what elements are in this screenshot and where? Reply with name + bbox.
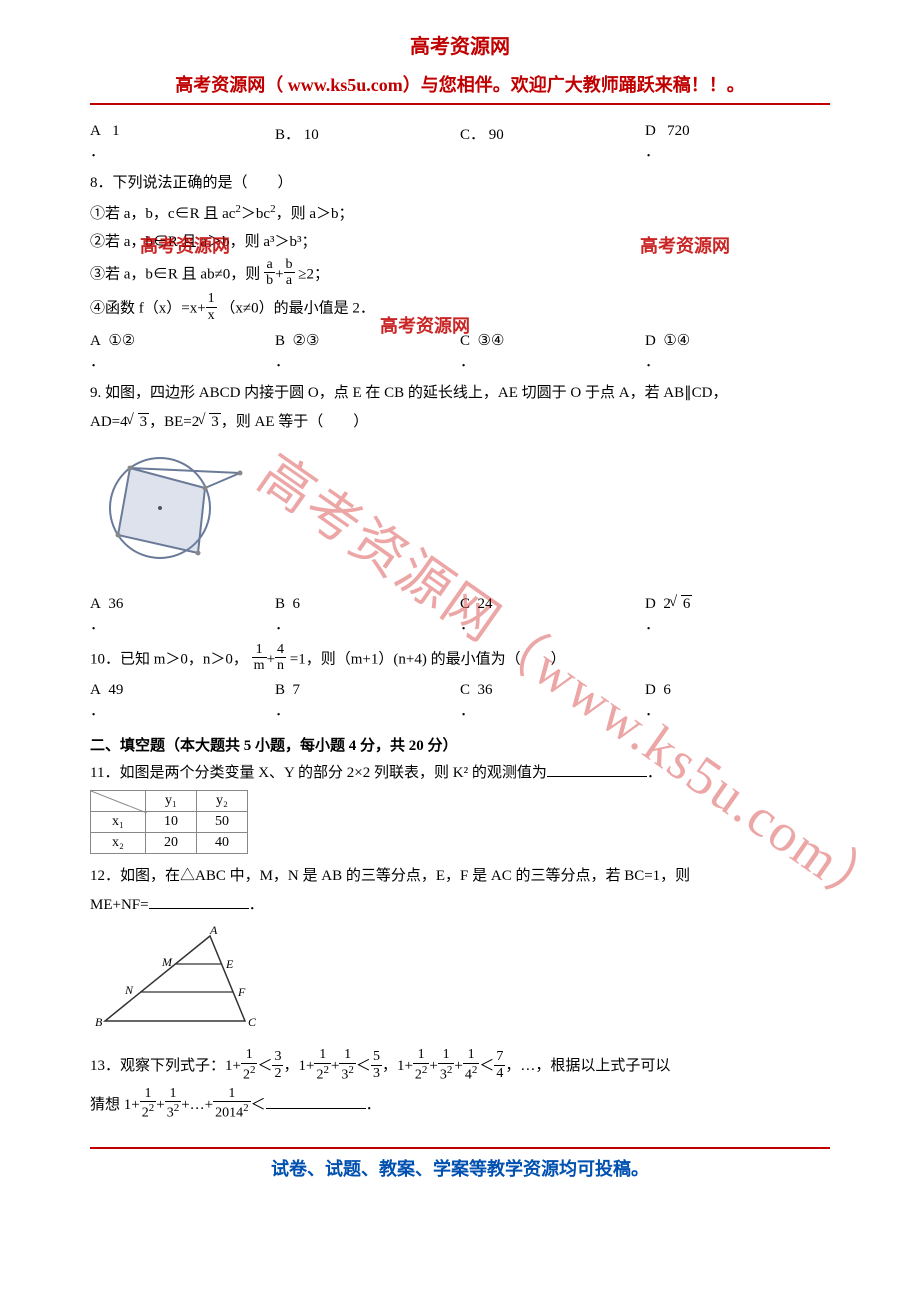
q12-diagram: A M E N F B C bbox=[90, 926, 830, 1041]
option-c: C ③④． bbox=[460, 331, 645, 371]
table-col-header: y₂ bbox=[197, 791, 248, 812]
q8-stem: 8．下列说法正确的是（ ） bbox=[90, 171, 830, 197]
page-header-title: 高考资源网 bbox=[90, 30, 830, 59]
table-cell: 10 bbox=[146, 812, 197, 833]
option-value: 720 bbox=[667, 123, 690, 139]
table-header-diag bbox=[91, 791, 146, 812]
q11-table: y₁ y₂ x₁ 10 50 x₂ 20 40 bbox=[90, 790, 248, 854]
svg-text:M: M bbox=[161, 955, 173, 969]
option-a: A ①②． bbox=[90, 331, 275, 371]
blank bbox=[547, 762, 647, 777]
q10-stem: 10．已知 m＞0，n＞0， 1m+4n =1，则（m+1）(n+4) 的最小值… bbox=[90, 644, 830, 676]
option-period: ． bbox=[90, 140, 275, 161]
option-c: C 36． bbox=[460, 682, 645, 720]
page-footer: 试卷、试题、教案、学案等教学资源均可投稿。 bbox=[90, 1147, 830, 1181]
svg-text:A: A bbox=[209, 926, 218, 937]
option-a: A 1 ． bbox=[90, 123, 275, 161]
fraction: 4n bbox=[275, 642, 286, 674]
option-value: 10 bbox=[304, 127, 319, 143]
table-cell: 40 bbox=[197, 833, 248, 854]
option-d: D ①④． bbox=[645, 331, 830, 371]
section-2-title: 二、填空题（本大题共 5 小题，每小题 4 分，共 20 分） bbox=[90, 734, 830, 755]
svg-text:F: F bbox=[237, 985, 246, 999]
table-col-header: y₁ bbox=[146, 791, 197, 812]
q12-stem-2: ME+NF=． bbox=[90, 893, 830, 919]
option-label: C． bbox=[460, 127, 485, 143]
q8-statement-4: ④函数 f（x）=x+1x （x≠0）的最小值是 2． bbox=[90, 293, 830, 325]
option-d: D 26． bbox=[645, 596, 830, 634]
option-b: B 6． bbox=[275, 596, 460, 634]
table-cell: 50 bbox=[197, 812, 248, 833]
option-value: 1 bbox=[112, 123, 120, 139]
sqrt: 3 bbox=[199, 410, 221, 436]
q13-stem: 13．观察下列式子：1+122＜32，1+122+132＜53，1+122+13… bbox=[90, 1049, 830, 1084]
q9-diagram bbox=[90, 443, 830, 588]
q12-stem: 12．如图，在△ABC 中，M，N 是 AB 的三等分点，E，F 是 AC 的三… bbox=[90, 864, 830, 890]
svg-text:C: C bbox=[248, 1015, 257, 1029]
option-value: 90 bbox=[489, 127, 504, 143]
sqrt: 3 bbox=[128, 410, 150, 436]
q9-stem-1: 9. 如图，四边形 ABCD 内接于圆 O，点 E 在 CB 的延长线上，AE … bbox=[90, 381, 830, 407]
option-a: A 49． bbox=[90, 682, 275, 720]
option-b: B ②③． bbox=[275, 331, 460, 371]
table-row-header: x₁ bbox=[91, 812, 146, 833]
option-label: D bbox=[645, 123, 656, 139]
option-a: A 36． bbox=[90, 596, 275, 634]
q7-options: A 1 ． B． 10 C． 90 D 720 ． bbox=[90, 123, 830, 161]
option-c: C 24． bbox=[460, 596, 645, 634]
q11-stem: 11．如图是两个分类变量 X、Y 的部分 2×2 列联表，则 K² 的观测值为． bbox=[90, 761, 830, 787]
page-header-subtitle: 高考资源网（ www.ks5u.com）与您相伴。欢迎广大教师踊跃来稿！！。 bbox=[90, 71, 830, 105]
fraction: 1m bbox=[252, 642, 267, 674]
table-row-header: x₂ bbox=[91, 833, 146, 854]
option-d: D 720 ． bbox=[645, 123, 830, 161]
svg-text:N: N bbox=[124, 983, 134, 997]
q8-options: A ①②． B ②③． C ③④． D ①④． bbox=[90, 331, 830, 371]
option-c: C． 90 bbox=[460, 123, 645, 161]
svg-text:E: E bbox=[225, 957, 234, 971]
q10-options: A 49． B 7． C 36． D 6． bbox=[90, 682, 830, 720]
q8-statement-2: ②若 a，b∈R 且 a＞b，则 a³＞b³； bbox=[90, 230, 830, 256]
option-period: ． bbox=[645, 140, 830, 161]
option-b: B 7． bbox=[275, 682, 460, 720]
fraction: ab bbox=[264, 257, 275, 289]
q9-stem-2: AD=43，BE=23，则 AE 等于（ ） bbox=[90, 410, 830, 436]
q8-statement-1: ①若 a，b，c∈R 且 ac2＞bc2，则 a＞b； bbox=[90, 200, 830, 228]
q13-stem-2: 猜想 1+122+132+…+120142＜． bbox=[90, 1088, 830, 1123]
blank bbox=[149, 894, 249, 909]
q9-options: A 36． B 6． C 24． D 26． bbox=[90, 596, 830, 634]
sqrt: 6 bbox=[671, 596, 693, 613]
option-d: D 6． bbox=[645, 682, 830, 720]
blank bbox=[266, 1094, 366, 1109]
svg-text:B: B bbox=[95, 1015, 103, 1029]
table-cell: 20 bbox=[146, 833, 197, 854]
q8-statement-3: ③若 a，b∈R 且 ab≠0，则 ab+ba ≥2； bbox=[90, 259, 830, 291]
option-label: B． bbox=[275, 127, 300, 143]
fraction: 1x bbox=[206, 291, 217, 323]
fraction: ba bbox=[284, 257, 295, 289]
option-label: A bbox=[90, 123, 101, 139]
option-b: B． 10 bbox=[275, 123, 460, 161]
